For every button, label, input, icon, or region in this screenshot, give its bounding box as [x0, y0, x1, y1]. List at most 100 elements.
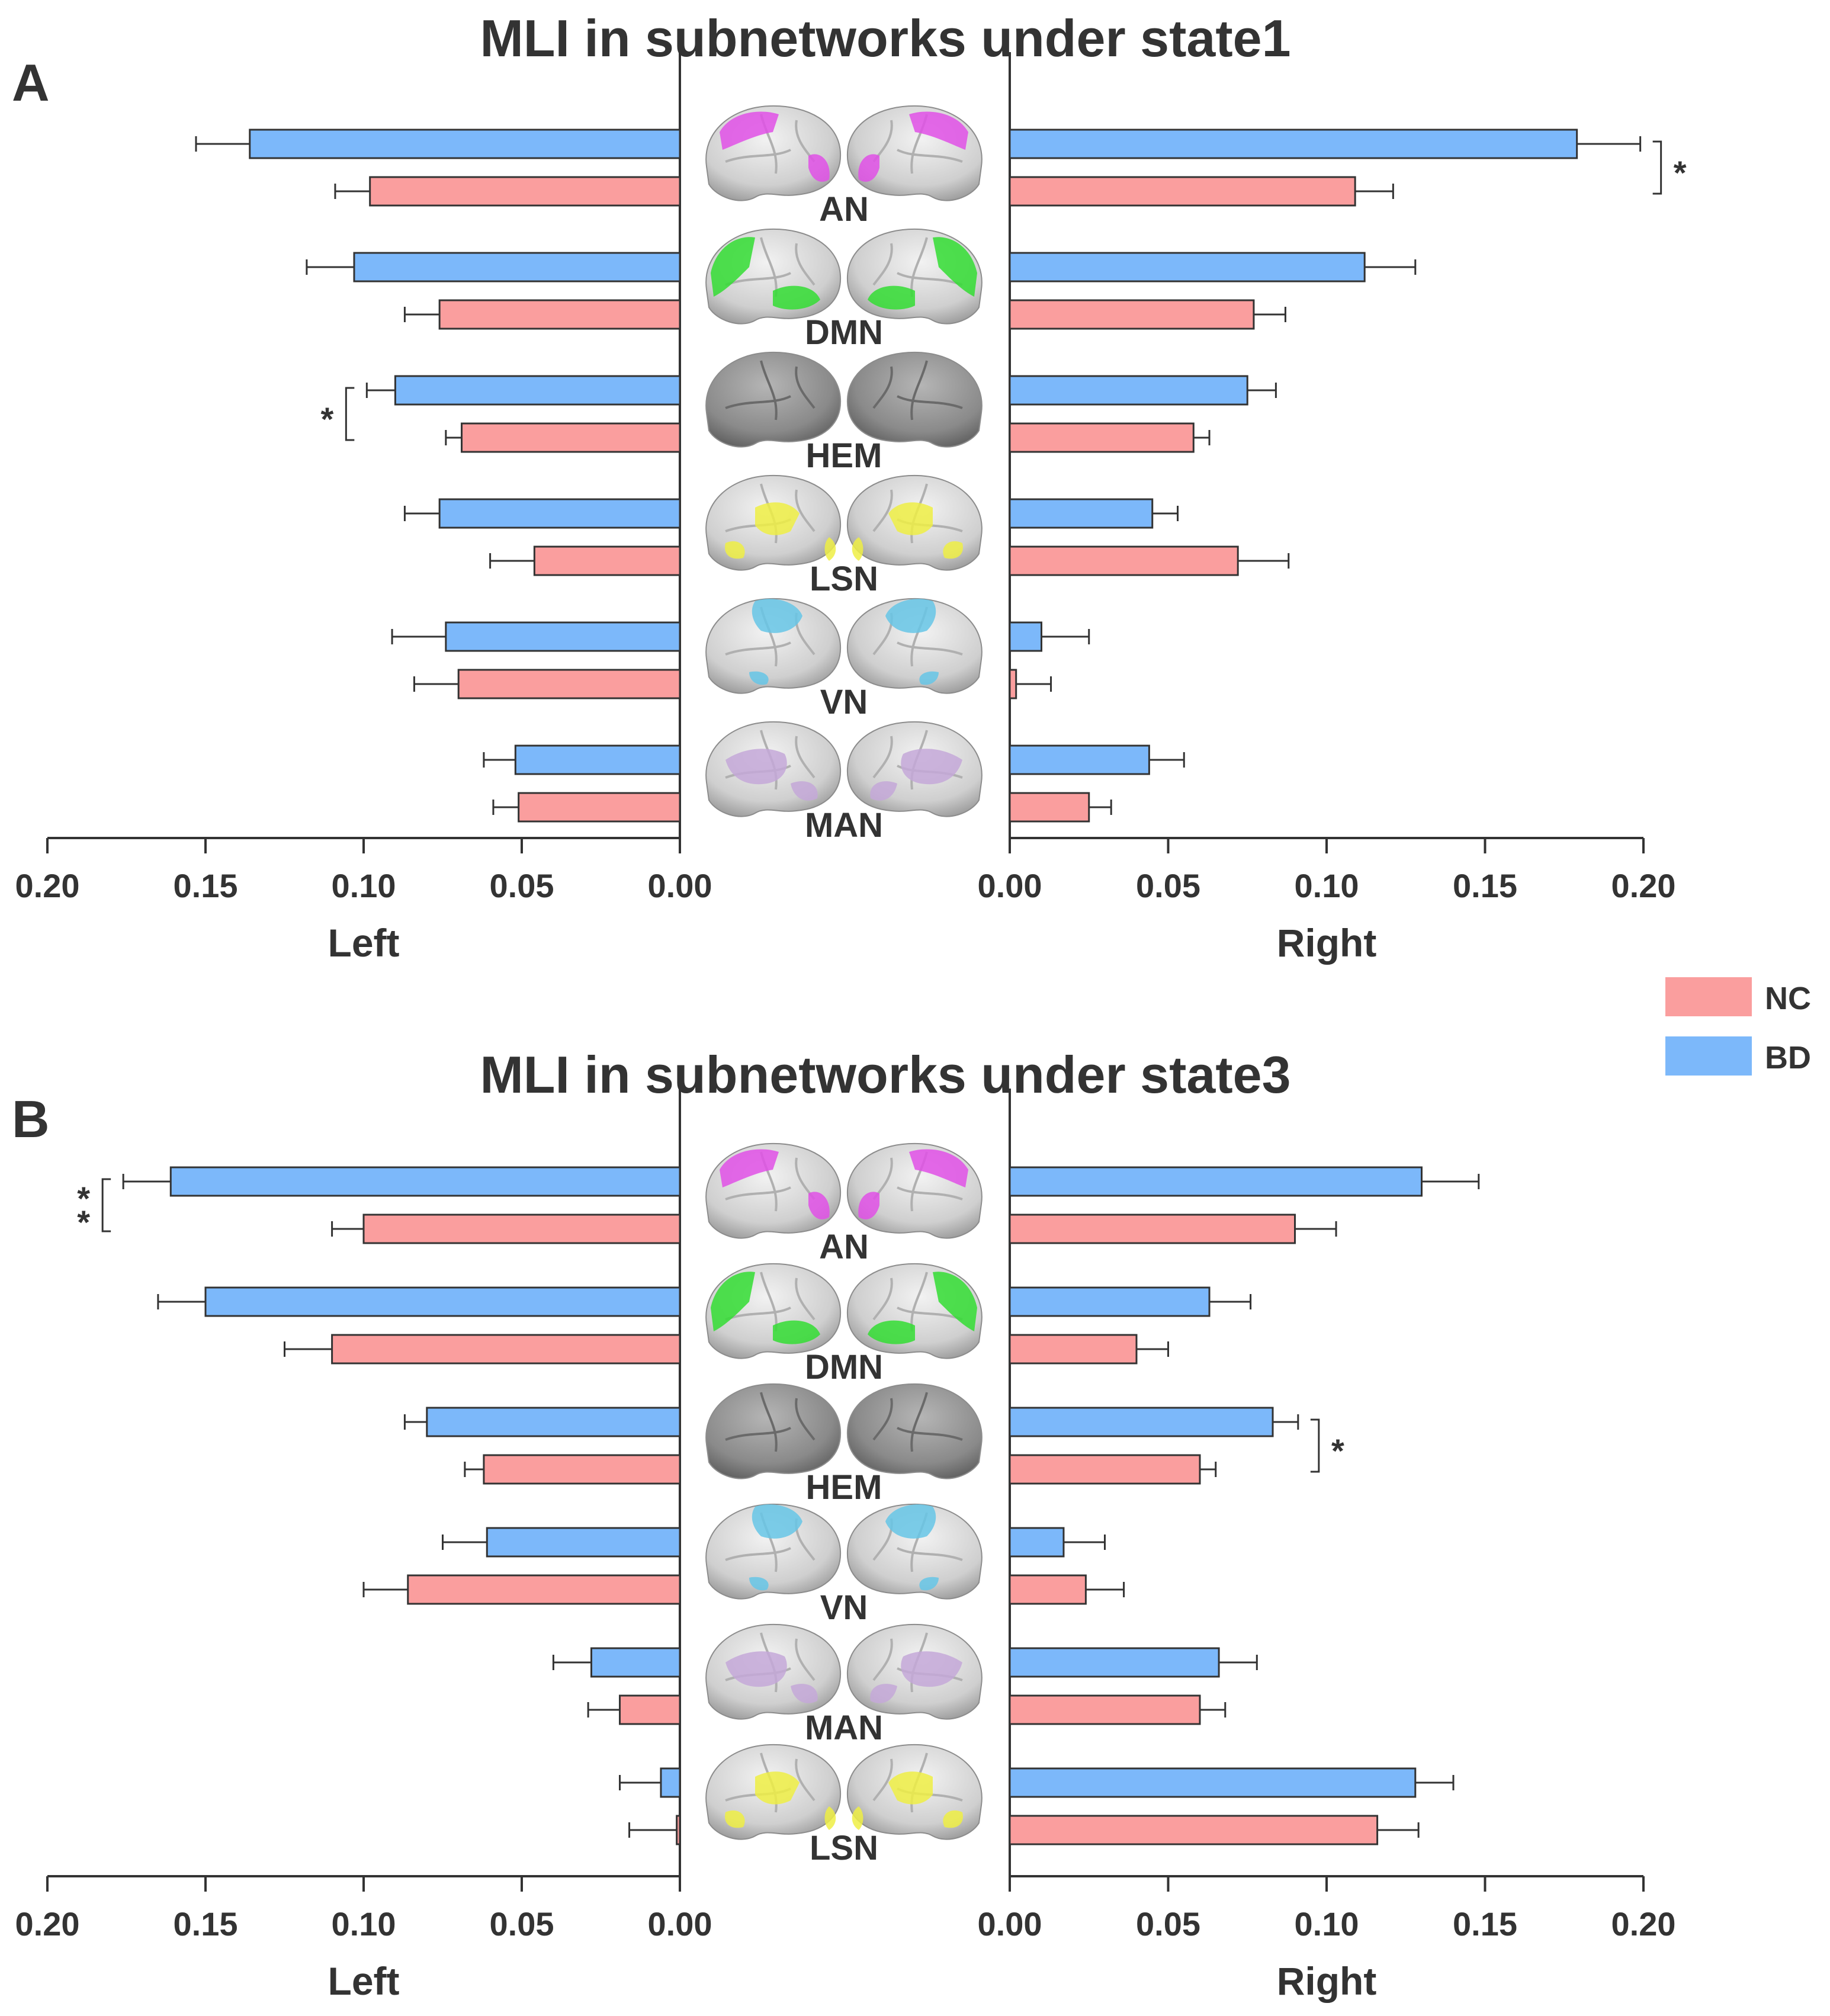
bar-left-bd-man	[514, 744, 681, 775]
bar-right-bd-an	[1009, 129, 1578, 159]
brain-right-vn	[846, 598, 983, 694]
bar-left-nc-vn	[407, 1574, 681, 1605]
bar-left-bd-an	[169, 1166, 681, 1197]
panels-layer: MLI in subnetworks under state1 A * AN DMN * H…	[12, 9, 1687, 2003]
error-bar-left-bd-dmn	[157, 1294, 206, 1309]
right-axis-title: Right	[1277, 921, 1377, 965]
error-bar-right-bd-hem	[1247, 383, 1277, 398]
legend-label-bd: BD	[1765, 1040, 1811, 1076]
error-bar-left-bd-lsn	[403, 506, 440, 521]
error-bar-right-bd-vn	[1041, 629, 1090, 644]
bar-right-nc-man	[1009, 792, 1090, 823]
right-tick-label: 0.20	[1611, 867, 1676, 904]
significance-star: *	[77, 1203, 90, 1241]
error-bar-right-bd-an	[1577, 136, 1642, 152]
error-bar-left-bd-dmn	[306, 259, 354, 275]
bar-left-nc-lsn	[676, 1815, 681, 1845]
significance-bracket	[1652, 140, 1662, 195]
error-bar-left-nc-dmn	[403, 307, 440, 322]
bar-left-nc-hem	[461, 422, 681, 453]
brain-right-man	[846, 721, 983, 817]
bar-left-nc-dmn	[438, 299, 681, 330]
bar-left-bd-hem	[394, 375, 681, 406]
error-bar-left-nc-vn	[362, 1582, 408, 1597]
error-bar-right-nc-man	[1200, 1702, 1227, 1718]
right-axis-title: Right	[1277, 1959, 1377, 2003]
chart-title: MLI in subnetworks under state1	[480, 9, 1290, 68]
bar-right-nc-lsn	[1009, 1815, 1379, 1845]
error-bar-right-nc-lsn	[1238, 553, 1290, 569]
error-bar-left-nc-hem	[445, 430, 462, 445]
error-bar-left-nc-dmn	[284, 1341, 332, 1357]
left-tick-label: 0.05	[490, 1905, 554, 1943]
bar-left-bd-lsn	[438, 498, 681, 529]
brain-right-lsn	[846, 474, 983, 571]
left-tick-label: 0.20	[15, 867, 80, 904]
bar-left-nc-dmn	[331, 1334, 681, 1365]
bar-right-nc-hem	[1009, 422, 1195, 453]
right-tick-label: 0.10	[1295, 1905, 1359, 1943]
error-bar-left-bd-lsn	[619, 1775, 661, 1790]
significance-star: *	[1674, 154, 1687, 191]
error-bar-left-nc-lsn	[628, 1822, 677, 1838]
right-tick-label: 0.05	[1136, 867, 1200, 904]
bar-left-bd-an	[249, 129, 681, 159]
brain-left-hem	[705, 1383, 842, 1479]
error-bar-right-bd-man	[1149, 752, 1185, 768]
brain-left-lsn	[705, 1744, 842, 1840]
bar-right-nc-man	[1009, 1694, 1201, 1725]
error-bar-right-bd-dmn	[1365, 259, 1417, 275]
bar-right-bd-dmn	[1009, 252, 1366, 283]
chart-title: MLI in subnetworks under state3	[480, 1045, 1290, 1104]
right-tick-label: 0.15	[1453, 1905, 1517, 1943]
left-tick-label: 0.20	[15, 1905, 80, 1943]
bar-right-bd-an	[1009, 1166, 1423, 1197]
error-bar-right-nc-an	[1295, 1221, 1337, 1237]
significance-star: *	[320, 400, 333, 438]
bar-right-nc-an	[1009, 1214, 1296, 1244]
bar-left-bd-vn	[445, 621, 681, 652]
error-bar-right-bd-an	[1421, 1174, 1480, 1189]
error-bar-right-bd-lsn	[1415, 1775, 1455, 1790]
network-label-man: MAN	[805, 806, 883, 845]
error-bar-right-nc-hem	[1200, 1462, 1217, 1477]
error-bar-right-bd-man	[1219, 1655, 1258, 1670]
error-bar-right-nc-lsn	[1377, 1822, 1420, 1838]
error-bar-right-bd-vn	[1063, 1535, 1106, 1550]
brain-left-man	[705, 721, 842, 817]
significance-star: *	[1331, 1432, 1344, 1469]
bar-right-bd-lsn	[1009, 1767, 1417, 1798]
error-bar-left-bd-man	[552, 1655, 592, 1670]
error-bar-left-bd-hem	[365, 383, 396, 398]
brain-left-vn	[705, 1503, 842, 1600]
bar-right-nc-vn	[1009, 669, 1017, 699]
brain-left-dmn	[705, 1263, 842, 1359]
right-tick-label: 0.10	[1295, 867, 1359, 904]
error-bar-left-nc-an	[334, 184, 370, 199]
left-axis-title: Left	[328, 921, 400, 965]
bar-right-nc-hem	[1009, 1454, 1201, 1485]
error-bar-right-nc-dmn	[1136, 1341, 1169, 1357]
error-bar-right-bd-hem	[1273, 1414, 1299, 1430]
error-bar-left-nc-hem	[464, 1462, 484, 1477]
left-tick-label: 0.15	[174, 867, 238, 904]
bar-left-bd-hem	[426, 1407, 681, 1437]
error-bar-left-nc-vn	[413, 676, 459, 692]
error-bar-right-nc-vn	[1086, 1582, 1125, 1597]
bar-right-bd-man	[1009, 1647, 1220, 1678]
bar-right-bd-hem	[1009, 1407, 1274, 1437]
bar-left-nc-an	[369, 176, 681, 207]
brain-right-dmn	[846, 228, 983, 325]
left-tick-label: 0.00	[648, 867, 712, 904]
network-label-an: AN	[819, 1228, 869, 1266]
brain-left-an	[705, 1142, 842, 1239]
network-label-vn: VN	[820, 1588, 868, 1627]
legend-swatch-nc	[1665, 977, 1752, 1016]
panel-B: MLI in subnetworks under state3B**ANDMN*…	[12, 1045, 1676, 2003]
bar-right-bd-hem	[1009, 375, 1248, 406]
error-bar-left-nc-man	[492, 800, 519, 815]
bar-right-bd-vn	[1009, 621, 1042, 652]
network-label-dmn: DMN	[805, 1348, 883, 1386]
left-tick-label: 0.10	[332, 867, 396, 904]
left-axis-title: Left	[328, 1959, 400, 2003]
